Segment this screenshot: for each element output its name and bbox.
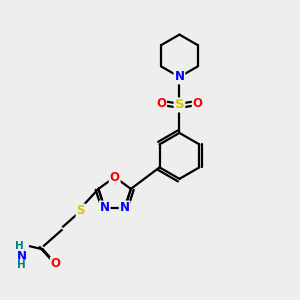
Text: O: O <box>110 171 120 184</box>
Text: N: N <box>120 202 130 214</box>
Text: H: H <box>15 241 23 251</box>
Text: N: N <box>174 70 184 83</box>
Text: S: S <box>175 98 184 111</box>
Text: H: H <box>17 260 26 270</box>
Text: N: N <box>100 202 110 214</box>
Text: S: S <box>76 205 85 218</box>
Text: N: N <box>17 250 27 263</box>
Text: O: O <box>156 97 166 110</box>
Text: O: O <box>193 97 203 110</box>
Text: O: O <box>51 257 61 271</box>
